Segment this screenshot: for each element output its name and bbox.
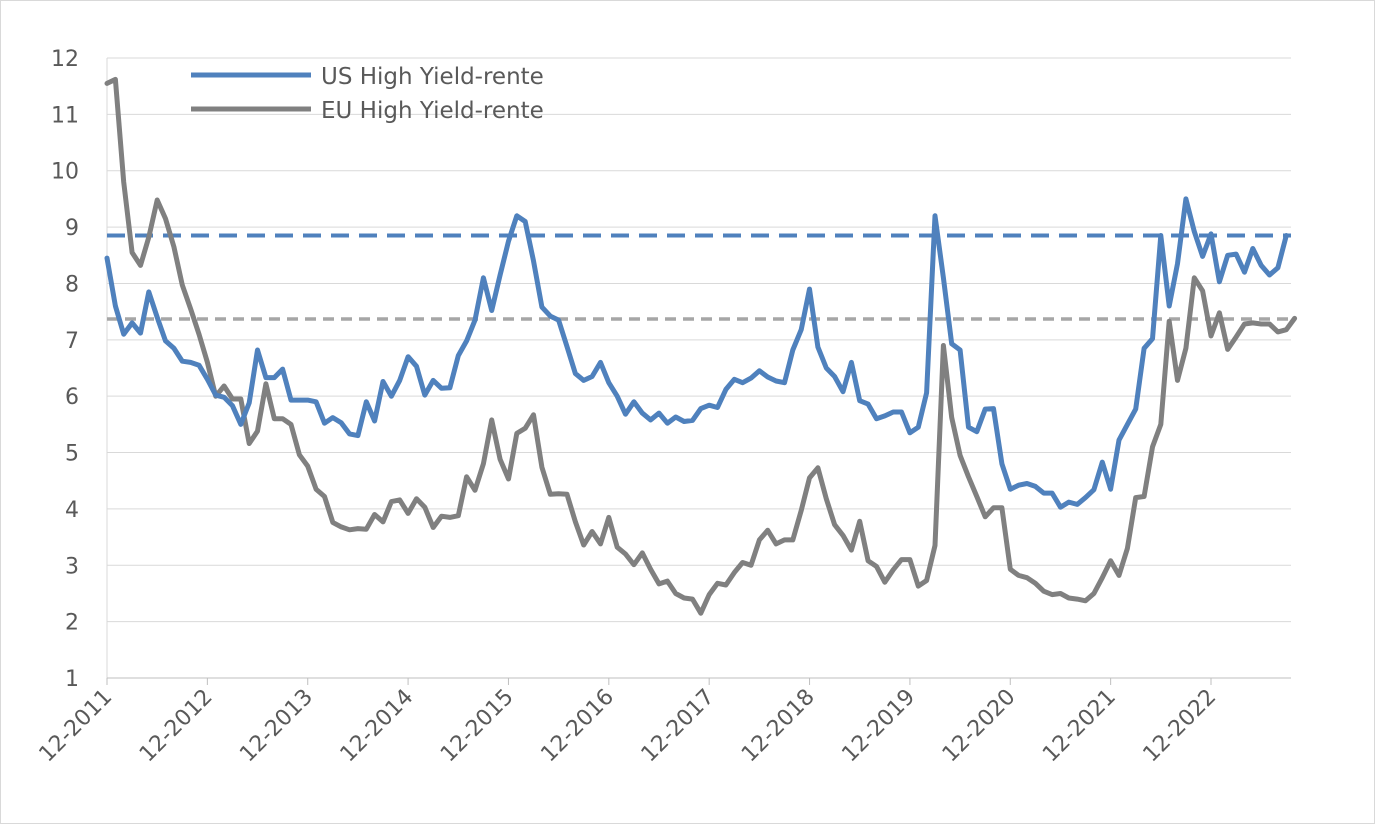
gridlines: [107, 57, 1291, 623]
x-tick-label-12-2021: 12-2021: [1038, 685, 1121, 768]
series-lines: [104, 76, 1298, 616]
series-line-us-high-yield: [104, 196, 1289, 510]
x-tick-label-12-2020: 12-2020: [938, 685, 1021, 768]
y-tick-label-5: 5: [65, 442, 79, 467]
legend: US High Yield-rente EU High Yield-rente: [191, 64, 544, 124]
x-tick-label-12-2022: 12-2022: [1139, 685, 1222, 768]
y-tick-label-11: 11: [51, 103, 79, 128]
y-tick-label-9: 9: [65, 216, 79, 241]
legend-label-eu: EU High Yield-rente: [321, 98, 544, 124]
x-tick-label-12-2014: 12-2014: [336, 685, 419, 768]
x-tick-label-12-2012: 12-2012: [135, 685, 218, 768]
reference-lines: [107, 233, 1291, 321]
y-tick-label-6: 6: [65, 385, 79, 410]
x-tick-label-12-2011: 12-2011: [35, 685, 118, 768]
y-tick-label-7: 7: [65, 329, 79, 354]
y-tick-label-8: 8: [65, 272, 79, 297]
x-axis: 12-2011 12-2012 12-2013 12-2014 12-2015 12-20…: [35, 677, 1291, 768]
x-tick-label-12-2019: 12-2019: [837, 685, 920, 768]
y-tick-label-2: 2: [65, 611, 79, 636]
x-tick-label-12-2013: 12-2013: [235, 685, 318, 768]
x-tick-label-12-2015: 12-2015: [436, 685, 519, 768]
y-tick-label-3: 3: [65, 554, 79, 579]
y-tick-label-1: 1: [65, 667, 79, 692]
x-tick-label-12-2016: 12-2016: [536, 685, 619, 768]
x-tick-label-12-2018: 12-2018: [737, 685, 820, 768]
legend-label-us: US High Yield-rente: [321, 64, 544, 90]
y-tick-label-10: 10: [51, 160, 79, 185]
y-tick-label-12: 12: [51, 47, 79, 72]
x-tick-label-12-2017: 12-2017: [637, 685, 720, 768]
y-tick-label-4: 4: [65, 498, 79, 523]
series-line-eu-high-yield: [104, 76, 1298, 616]
